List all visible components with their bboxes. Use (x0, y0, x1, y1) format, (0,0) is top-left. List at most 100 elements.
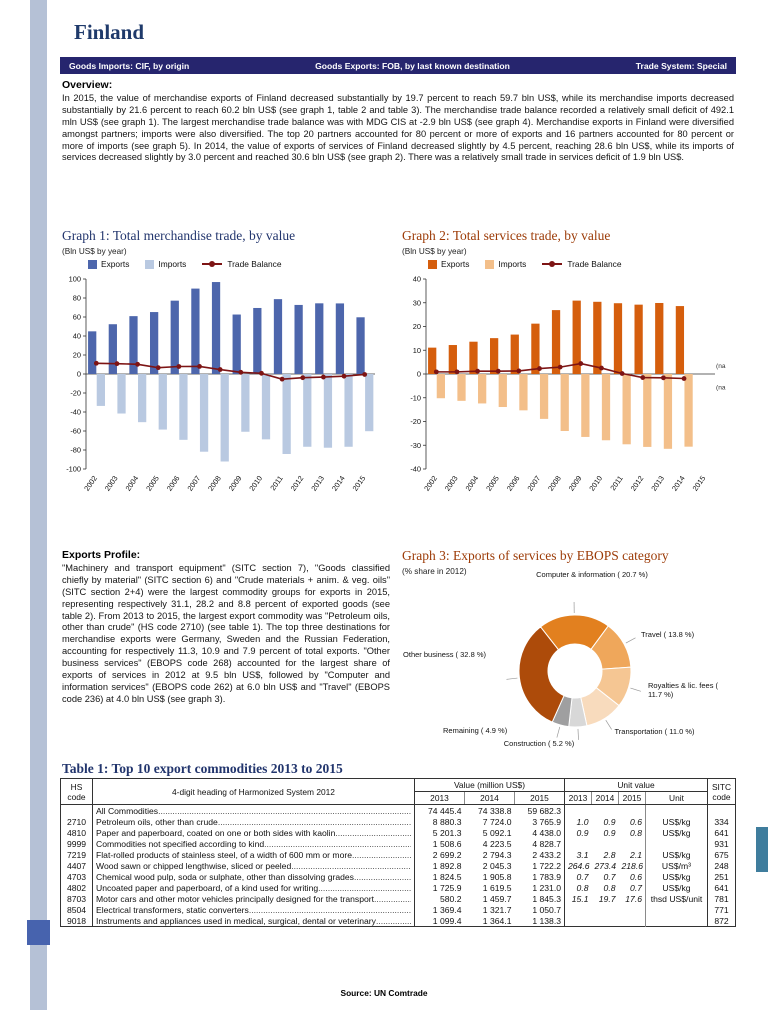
import-bar (622, 374, 631, 445)
page-title: Finland (74, 20, 145, 44)
trade-balance-marker (537, 366, 542, 371)
export-bar (634, 304, 643, 374)
commodity-leader: Uncoated paper and paperboard, of a kind… (96, 883, 411, 893)
import-bar (241, 374, 250, 432)
commodity-name: All Commodities (96, 805, 159, 816)
export-bar (211, 282, 221, 374)
unit-value-cell (618, 804, 646, 816)
unit-value-cell: 0.7 (618, 882, 646, 893)
donut-label-computer-information: Computer & information ( 20.7 %) (536, 570, 648, 579)
unit-value-cell: 2.1 (618, 849, 646, 860)
legend-label: Imports (498, 259, 527, 269)
trade-balance-legend-swatch (202, 261, 223, 267)
value-cell: 1 099.4 (432, 915, 462, 926)
commodity-name: Electrical transformers, static converte… (96, 904, 249, 915)
export-bar (675, 306, 685, 374)
import-bar (519, 374, 528, 411)
trade-system-note: Trade System: Special (635, 60, 727, 71)
unit-value-cell (565, 838, 592, 849)
commodity-leader: All Commodities (96, 806, 411, 816)
overview-text: In 2015, the value of merchandise export… (62, 93, 734, 163)
x-tick-label: 2002 (82, 474, 99, 493)
trade-balance-marker (557, 364, 563, 370)
x-tick-label: 2003 (103, 474, 120, 493)
unit-value-cell (592, 915, 619, 927)
commodity-name: Commodities not specified according to k… (96, 838, 265, 849)
imports-legend-swatch (485, 259, 495, 269)
graph1-legend: Exports Imports Trade Balance (88, 259, 282, 269)
trade-balance-marker (114, 361, 120, 367)
commodity-cell: Paper and paperboard, coated on one or b… (92, 827, 415, 838)
unit-cell (645, 804, 708, 816)
import-bar (365, 374, 374, 432)
value-year-header: 2013 (414, 791, 465, 805)
graph3-title: Graph 3: Exports of services by EBOPS ca… (402, 548, 669, 563)
trade-balance-marker (495, 368, 501, 374)
x-tick-label: 2011 (608, 474, 624, 492)
unit-value-cell (592, 838, 619, 849)
unit-value-year-header: 2013 (564, 791, 592, 805)
import-bar (478, 374, 487, 404)
trade-balance-marker (155, 365, 161, 371)
trade-balance-marker (135, 361, 141, 367)
unit-value-cell: 0.8 (618, 827, 646, 838)
unit-value-cell (618, 838, 646, 849)
legend-item: Trade Balance (542, 259, 622, 269)
import-bar (179, 374, 188, 440)
x-tick-label: 2004 (123, 474, 140, 493)
commodity-name: Motor cars and other motor vehicles prin… (96, 893, 375, 904)
legend-item: Imports (145, 259, 186, 269)
x-tick-label: 2011 (268, 474, 284, 492)
goods-exports-note: Goods Exports: FOB, by last known destin… (315, 60, 510, 71)
trade-balance-line (96, 362, 365, 380)
sitc-code-cell: 334 (714, 816, 729, 827)
x-tick-label: 2007 (185, 474, 202, 493)
value-cell: 4 828.7 (514, 838, 566, 849)
sitc-header-line1: SITC (711, 781, 732, 792)
x-tick-label: 2008 (206, 474, 223, 493)
value-cell: 2 794.3 (482, 849, 512, 860)
hs-code-cell: 8504 (60, 904, 93, 915)
import-bar (96, 374, 105, 406)
export-bar (469, 341, 478, 374)
value-cell: 1 824.5 (432, 871, 462, 882)
value-cell: 1 905.8 (482, 871, 512, 882)
graph2-legend: Exports Imports Trade Balance (428, 259, 622, 269)
left-margin-band (30, 0, 47, 1010)
unit-value-cell: 0.9 (603, 827, 616, 838)
sitc-code-header: SITC code (707, 778, 736, 805)
table-header-row: HS code 4-digit heading of Harmonized Sy… (60, 778, 736, 805)
unit-cell: US$/m³ (645, 860, 708, 871)
graph2-title: Graph 2: Total services trade, by value (402, 228, 611, 243)
x-tick-label: 2012 (629, 474, 646, 493)
trade-balance-marker (640, 375, 646, 380)
legend-item: Imports (485, 259, 526, 269)
donut-label-construction: Construction ( 5.2 %) (503, 739, 575, 748)
legend-label: Trade Balance (567, 259, 622, 269)
trade-balance-marker (578, 361, 584, 366)
import-bar (261, 374, 271, 440)
hs-header-line2: code (67, 791, 86, 802)
y-tick-label: -40 (410, 465, 421, 474)
y-tick-label: 30 (413, 298, 421, 307)
y-tick-label: 10 (413, 346, 421, 355)
unit-header: Unit (645, 791, 708, 805)
y-tick-label: -40 (70, 408, 81, 417)
unit-value-cell: 0.6 (618, 816, 646, 827)
unit-value-cell: 0.8 (603, 882, 616, 893)
legend-label: Trade Balance (227, 259, 282, 269)
table-row: 4810 Paper and paperboard, coated on one … (60, 827, 736, 838)
x-tick-label: 2007 (525, 474, 542, 493)
exports-profile-text: "Machinery and transport equipment" (SIT… (62, 563, 390, 704)
x-tick-label: 2013 (649, 474, 666, 493)
sitc-code-cell: 872 (714, 915, 729, 926)
heading-column-header: 4-digit heading of Harmonized System 201… (92, 778, 415, 805)
value-cell: 1 459.7 (482, 893, 512, 904)
leader-dots (352, 850, 411, 860)
y-tick-label: 40 (73, 332, 81, 341)
trade-balance-marker (619, 371, 625, 376)
sitc-header-line2: code (712, 791, 731, 802)
value-cell: 7 724.0 (482, 816, 512, 827)
import-bar (581, 374, 590, 437)
commodity-cell: Instruments and appliances used in medic… (92, 915, 415, 927)
